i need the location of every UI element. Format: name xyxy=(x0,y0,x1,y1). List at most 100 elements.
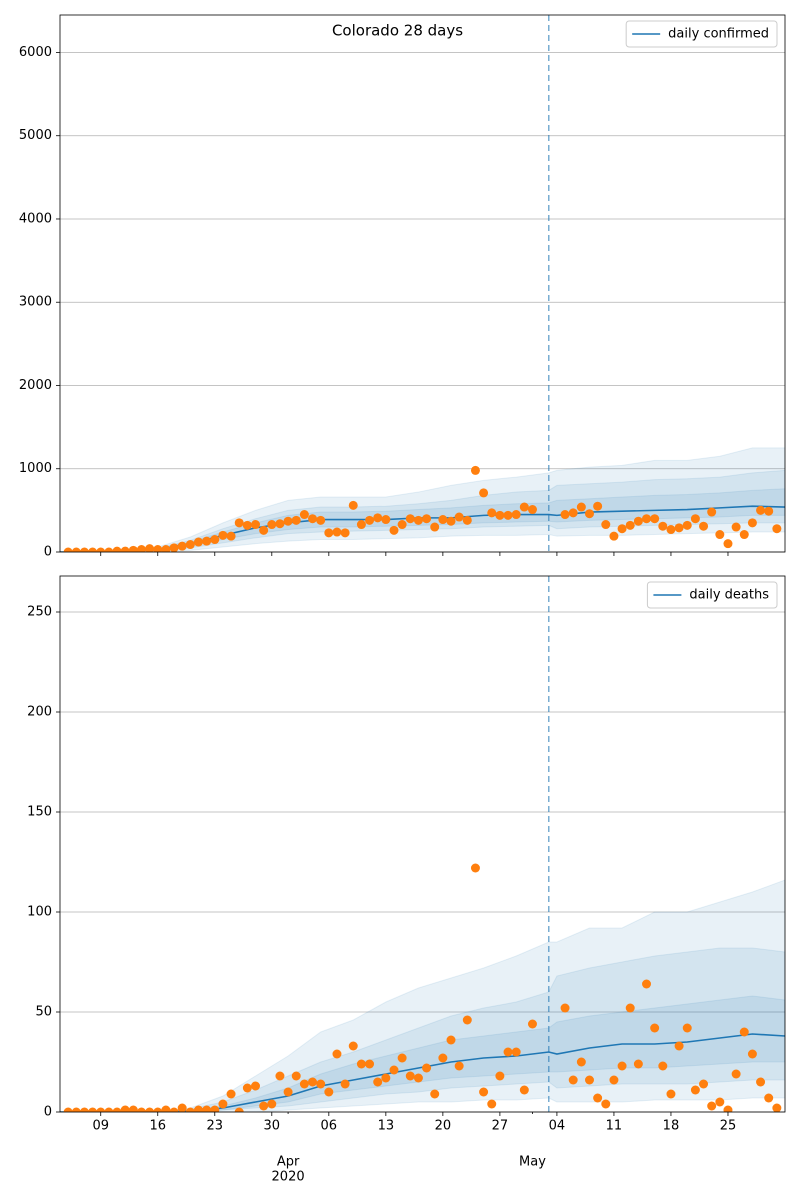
axes-frame xyxy=(59,14,786,553)
observed-point xyxy=(462,515,472,525)
observed-point xyxy=(373,513,383,523)
observed-point xyxy=(96,547,106,552)
observed-point xyxy=(723,1105,733,1112)
observed-point xyxy=(756,505,766,515)
observed-point xyxy=(161,545,171,552)
observed-point xyxy=(193,1105,203,1112)
observed-point xyxy=(454,512,464,522)
observed-point xyxy=(397,520,407,530)
observed-point xyxy=(715,530,725,540)
plot-area xyxy=(60,447,785,552)
observed-point xyxy=(650,514,660,524)
observed-point xyxy=(324,528,334,538)
observed-point xyxy=(584,1075,594,1085)
observed-point xyxy=(568,1075,578,1085)
observed-point xyxy=(365,515,375,525)
observed-point xyxy=(593,501,603,511)
observed-point xyxy=(772,524,782,534)
x-tick-label: 06 xyxy=(321,1119,338,1134)
legend-box xyxy=(646,581,778,609)
observed-point xyxy=(120,546,130,552)
observed-point xyxy=(251,1081,261,1091)
observed-point xyxy=(617,1061,627,1071)
observed-point xyxy=(747,1049,757,1059)
observed-point xyxy=(633,516,643,526)
observed-point xyxy=(145,1107,155,1112)
observed-point xyxy=(405,1071,415,1081)
observed-point xyxy=(153,1107,163,1112)
observed-point xyxy=(764,506,774,516)
confidence-band xyxy=(60,947,785,1112)
observed-point xyxy=(259,525,269,535)
legend-label: daily deaths xyxy=(689,588,769,603)
chart-title: Colorado 28 days xyxy=(332,22,463,40)
observed-point xyxy=(71,1107,81,1112)
observed-point xyxy=(422,514,432,524)
observed-point xyxy=(756,1077,766,1087)
observed-point xyxy=(699,1079,709,1089)
y-tick-label: 2000 xyxy=(19,378,52,393)
observed-point xyxy=(120,1105,130,1112)
y-tick-label: 250 xyxy=(27,605,52,620)
observed-point xyxy=(136,1107,146,1112)
x-tick-label: 23 xyxy=(207,1119,224,1134)
observed-point xyxy=(267,520,277,530)
observed-point xyxy=(601,520,611,530)
observed-point xyxy=(373,1077,383,1087)
y-tick-label: 6000 xyxy=(19,45,52,60)
observed-point xyxy=(650,1023,660,1033)
observed-point xyxy=(153,545,163,552)
x-secondary-label: May xyxy=(519,1155,546,1170)
x-year-label: 2020 xyxy=(272,1170,305,1185)
observed-point xyxy=(642,979,652,989)
observed-point xyxy=(658,1061,668,1071)
observed-point xyxy=(348,1041,358,1051)
observed-point xyxy=(674,523,684,533)
observed-point xyxy=(430,1089,440,1099)
observed-point xyxy=(446,1035,456,1045)
observed-point xyxy=(185,1107,195,1112)
observed-point xyxy=(576,502,586,512)
observed-point xyxy=(88,1107,98,1112)
observed-point xyxy=(316,515,326,525)
observed-point xyxy=(275,519,285,529)
x-tick-label: 09 xyxy=(92,1119,109,1134)
observed-point xyxy=(658,521,668,531)
observed-point xyxy=(446,516,456,526)
legend-label: daily confirmed xyxy=(668,27,769,42)
legend: daily confirmed xyxy=(625,20,778,48)
x-tick-label: 16 xyxy=(149,1119,166,1134)
x-tick-label: 18 xyxy=(663,1119,680,1134)
observed-point xyxy=(308,1077,318,1087)
observed-point xyxy=(381,1073,391,1083)
observed-point xyxy=(438,1053,448,1063)
y-tick-label: 150 xyxy=(27,805,52,820)
x-tick-label: 11 xyxy=(606,1119,623,1134)
observed-point xyxy=(63,1107,73,1112)
x-tick-label: 13 xyxy=(378,1119,395,1134)
observed-point xyxy=(527,505,537,515)
observed-point xyxy=(218,530,228,540)
observed-point xyxy=(112,546,122,552)
observed-point xyxy=(242,1083,252,1093)
observed-point xyxy=(389,525,399,535)
observed-point xyxy=(63,547,73,552)
observed-point xyxy=(234,1107,244,1112)
observed-point xyxy=(707,507,717,517)
observed-point xyxy=(291,515,301,525)
observed-point xyxy=(340,528,350,538)
observed-point xyxy=(479,488,489,498)
observed-point xyxy=(210,1105,220,1112)
observed-point xyxy=(511,1047,521,1057)
observed-point xyxy=(405,514,415,524)
observed-point xyxy=(96,1107,106,1112)
observed-point xyxy=(242,520,252,530)
observed-point xyxy=(381,515,391,525)
observed-point xyxy=(470,465,480,475)
y-tick-label: 5000 xyxy=(19,128,52,143)
observed-point xyxy=(104,1107,114,1112)
observed-point xyxy=(136,545,146,552)
observed-point xyxy=(674,1041,684,1051)
subplot: 0 1000 2000 3000 4000 5000 6000 Colorado 28 day… xyxy=(19,14,786,560)
